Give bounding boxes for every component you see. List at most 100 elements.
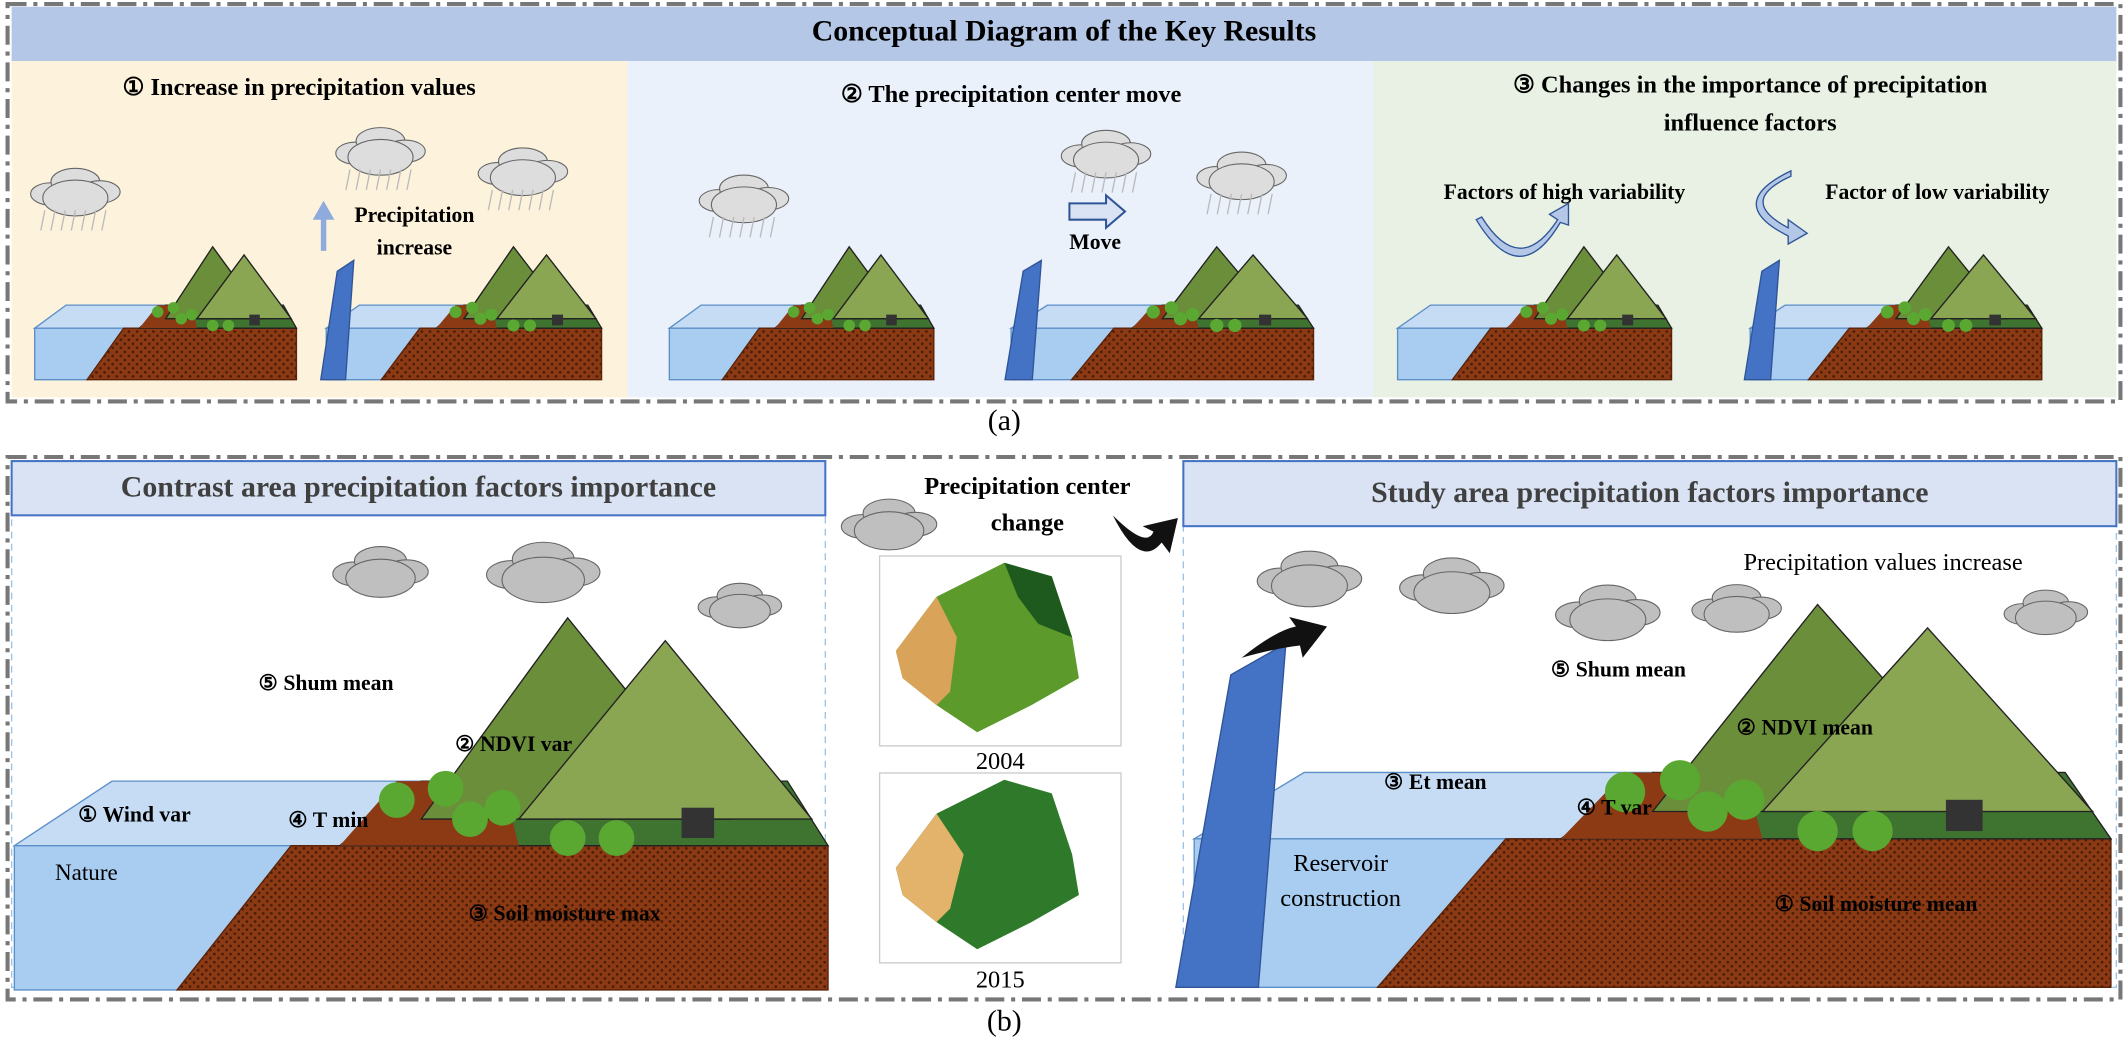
section-title: ② The precipitation center move xyxy=(841,81,1182,108)
tree xyxy=(1185,307,1200,322)
rain xyxy=(1226,193,1233,215)
rain xyxy=(385,169,392,190)
tree xyxy=(1604,771,1646,813)
label: Precipitation xyxy=(354,203,474,227)
cloud xyxy=(1208,163,1275,201)
factor-label: ② NDVI var xyxy=(455,732,572,756)
tree xyxy=(1173,312,1188,326)
mountain xyxy=(1929,253,2038,320)
rain xyxy=(1257,193,1263,215)
rain xyxy=(50,210,56,231)
rain xyxy=(40,210,46,231)
rain xyxy=(406,169,412,190)
tree xyxy=(803,302,816,314)
tree xyxy=(466,301,479,314)
rain xyxy=(70,210,77,231)
rain xyxy=(538,189,544,211)
year: 2004 xyxy=(976,748,1025,775)
tree xyxy=(378,782,415,819)
panel-title: Contrast area precipitation factors impo… xyxy=(121,470,716,503)
rain xyxy=(375,169,382,190)
label: Factor of low variability xyxy=(1825,180,2049,204)
label: Move xyxy=(1069,230,1121,254)
label: increase xyxy=(377,236,453,260)
cloud xyxy=(501,556,586,604)
rain xyxy=(1091,172,1097,193)
section-title: ③ Changes in the importance of precipita… xyxy=(1513,71,1988,98)
rain xyxy=(396,169,402,190)
cloud xyxy=(42,179,109,217)
tree xyxy=(1228,318,1242,333)
rain xyxy=(769,216,776,238)
rain xyxy=(759,216,765,238)
dam xyxy=(1004,259,1043,381)
rain xyxy=(487,189,494,211)
arrow xyxy=(312,200,335,251)
scene-label: Reservoir xyxy=(1293,850,1388,877)
factor-label: ③ Soil moisture max xyxy=(469,901,661,925)
rain xyxy=(518,189,524,211)
mountain xyxy=(495,253,598,320)
house xyxy=(1622,314,1634,326)
rain xyxy=(1267,193,1273,215)
tree xyxy=(1880,305,1894,319)
map-region xyxy=(895,596,957,706)
rain xyxy=(101,210,107,231)
tree xyxy=(1687,791,1728,832)
tree xyxy=(1942,319,1955,332)
center-title: Precipitation center xyxy=(924,473,1130,500)
scene-label: Nature xyxy=(55,859,118,885)
rain xyxy=(749,216,755,238)
tree xyxy=(1520,305,1533,318)
factor-label: ① Soil moisture mean xyxy=(1775,892,1978,916)
cloud xyxy=(853,511,925,551)
label: Factors of high variability xyxy=(1444,180,1686,204)
tree xyxy=(485,308,498,321)
section-title: ① Increase in precipitation values xyxy=(123,74,476,101)
panel-border xyxy=(5,454,2123,1002)
tree xyxy=(1907,312,1920,326)
tree xyxy=(1594,319,1607,332)
rain xyxy=(1080,172,1087,193)
rain xyxy=(1121,172,1128,193)
rain xyxy=(80,210,87,231)
title-bar xyxy=(11,6,2117,62)
house xyxy=(552,314,564,326)
note: Precipitation values increase xyxy=(1743,549,2022,576)
mountain xyxy=(517,639,814,820)
rain xyxy=(60,210,66,231)
cloud xyxy=(2014,600,2077,636)
cloud xyxy=(708,593,771,629)
caption: (b) xyxy=(987,1005,1022,1038)
arrow xyxy=(1475,202,1570,257)
tree xyxy=(1724,779,1765,820)
cloud xyxy=(489,159,556,197)
cloud xyxy=(1270,564,1348,608)
tree xyxy=(1898,301,1912,315)
tree xyxy=(452,801,488,838)
soil xyxy=(1451,327,1673,381)
rain xyxy=(708,216,715,238)
tree xyxy=(1536,301,1549,314)
tree xyxy=(822,308,834,321)
tree xyxy=(1659,760,1701,801)
rain xyxy=(1247,193,1253,215)
rain xyxy=(365,169,372,190)
house xyxy=(1989,314,2001,326)
scenes xyxy=(12,127,2113,991)
mountain xyxy=(1566,253,1668,320)
rain xyxy=(1111,172,1117,193)
rain xyxy=(90,210,97,231)
panel-title: Study area precipitation factors importa… xyxy=(1371,476,1928,509)
tree xyxy=(787,306,800,318)
tree xyxy=(507,319,520,332)
panel-border xyxy=(5,2,2123,404)
tree xyxy=(1544,312,1558,325)
tree xyxy=(474,312,487,325)
tree xyxy=(1164,301,1179,315)
soil xyxy=(379,327,603,381)
map-region xyxy=(895,813,964,923)
section-title: influence factors xyxy=(1664,109,1837,136)
tree xyxy=(175,312,188,325)
